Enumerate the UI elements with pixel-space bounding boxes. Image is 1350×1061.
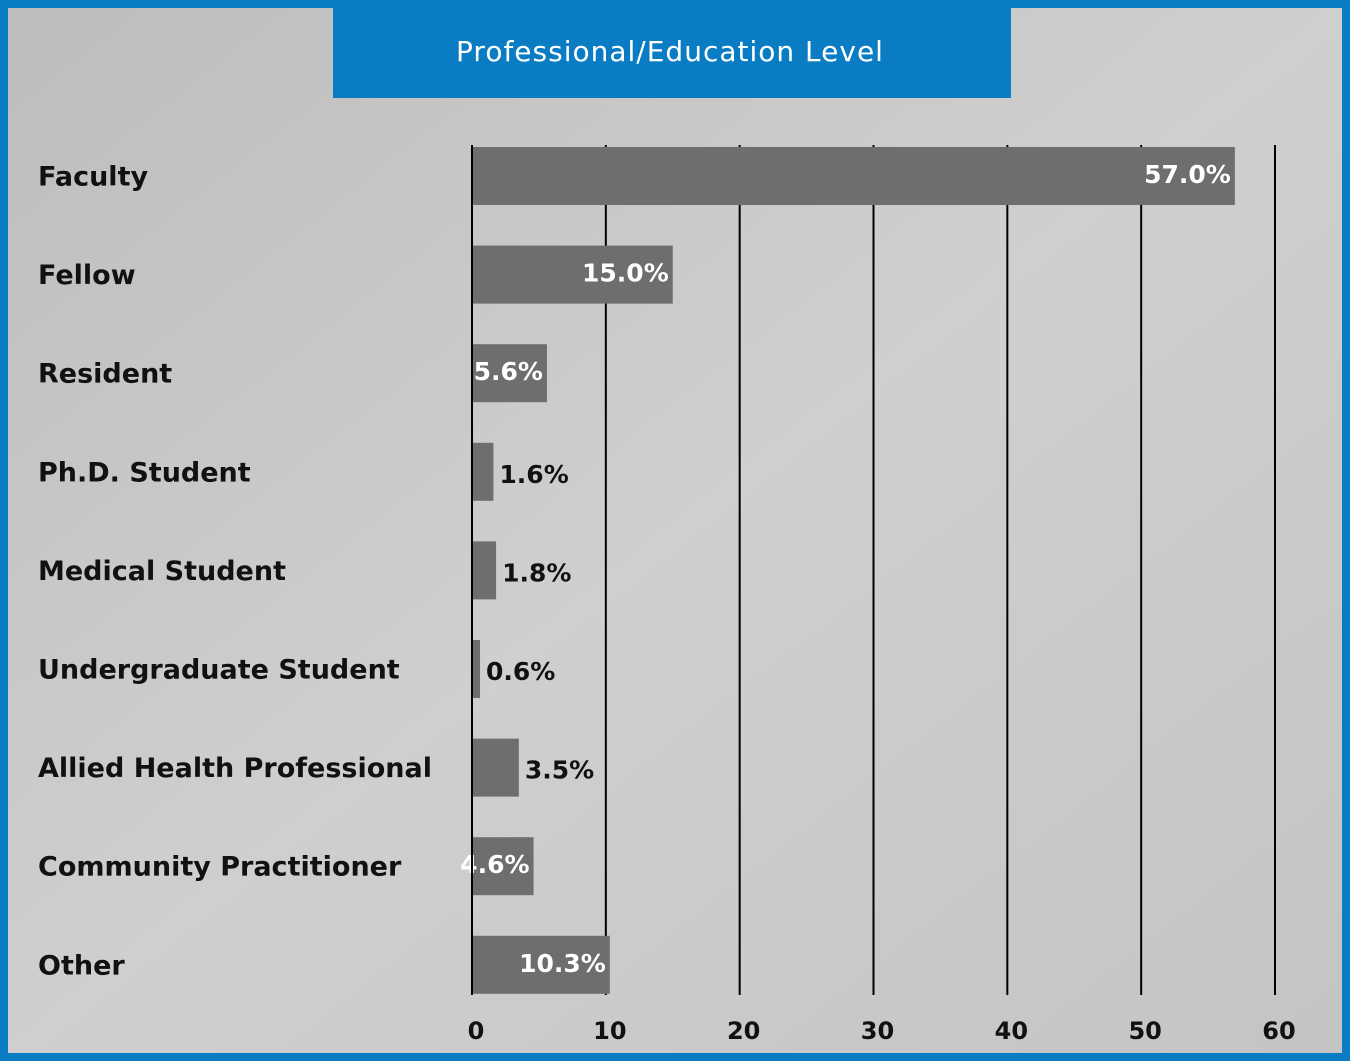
category-label: Medical Student xyxy=(38,556,286,587)
x-tick-label: 60 xyxy=(1262,1017,1295,1045)
x-tick-label: 30 xyxy=(861,1017,894,1045)
category-label: Ph.D. Student xyxy=(38,457,251,488)
category-label: Community Practitioner xyxy=(38,852,402,883)
value-label: 3.5% xyxy=(525,756,594,785)
category-label: Resident xyxy=(38,359,172,390)
value-label: 57.0% xyxy=(1144,160,1231,189)
chart-title: Professional/Education Level xyxy=(456,35,884,68)
value-label: 4.6% xyxy=(460,850,529,879)
x-tick-label: 0 xyxy=(468,1017,485,1045)
category-label: Undergraduate Student xyxy=(38,655,400,686)
category-label: Other xyxy=(38,950,125,981)
bar xyxy=(472,147,1235,205)
x-tick-label: 40 xyxy=(995,1017,1028,1045)
x-tick-label: 50 xyxy=(1128,1017,1161,1045)
value-label: 1.8% xyxy=(502,558,571,587)
bar xyxy=(472,739,519,797)
value-label: 15.0% xyxy=(582,259,669,288)
value-label: 0.6% xyxy=(486,657,555,686)
x-tick-label: 10 xyxy=(593,1017,626,1045)
bar xyxy=(472,541,496,599)
value-label: 5.6% xyxy=(474,357,543,386)
bar xyxy=(472,443,493,501)
category-label: Faculty xyxy=(38,162,148,193)
x-tick-label: 20 xyxy=(727,1017,760,1045)
value-label: 10.3% xyxy=(519,949,606,978)
category-label: Allied Health Professional xyxy=(38,753,432,784)
bar xyxy=(472,640,480,698)
chart: Professional/Education Level 0 10 20 30 40 50… xyxy=(0,0,1350,1061)
value-label: 1.6% xyxy=(499,460,568,489)
category-label: Fellow xyxy=(38,260,136,291)
